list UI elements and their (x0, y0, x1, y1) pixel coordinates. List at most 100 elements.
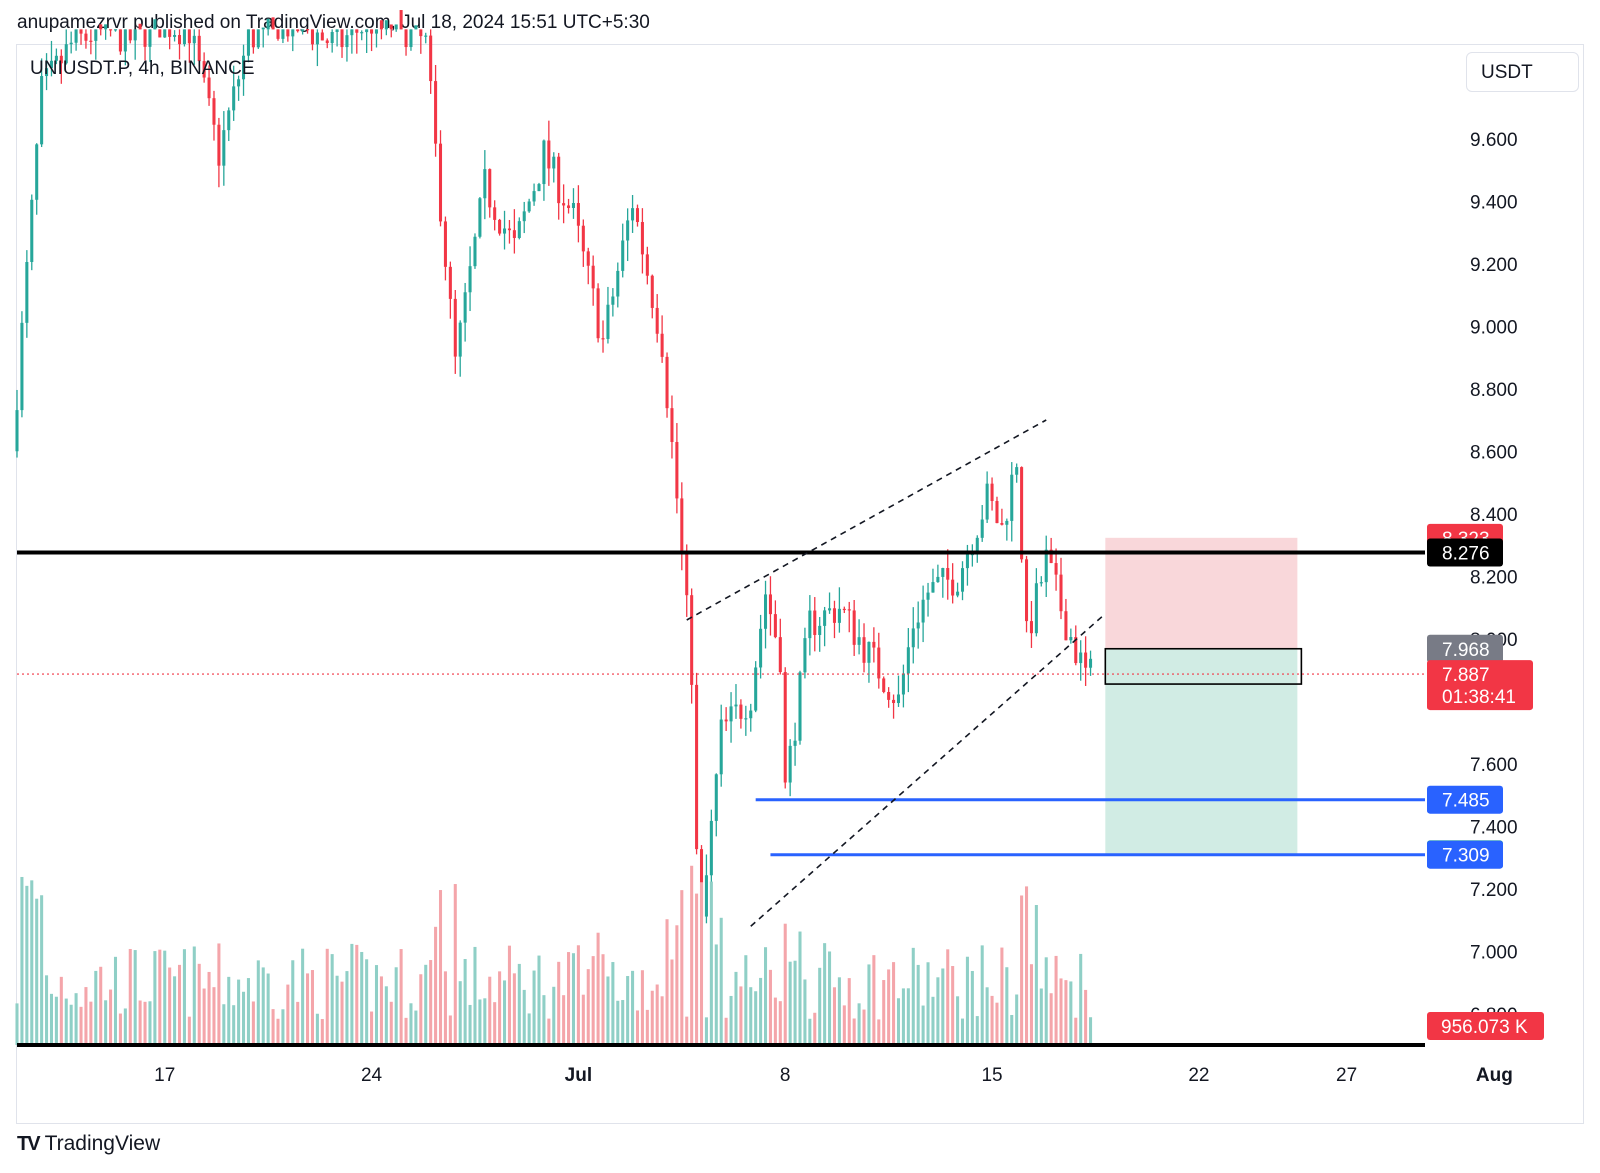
volume-bar (798, 931, 802, 1045)
symbol-legend[interactable]: UNIUSDT.P, 4h, BINANCE (30, 58, 255, 79)
candle-body (754, 667, 758, 711)
candle-body (365, 29, 369, 33)
candle-body (1079, 652, 1083, 664)
candle-body (187, 29, 191, 44)
y-tick-label: 8.800 (1470, 380, 1518, 401)
candle-body (1000, 523, 1004, 525)
candle-body (670, 408, 674, 443)
volume-bar (138, 1000, 142, 1045)
candle-body (182, 29, 186, 45)
volume-bar (867, 964, 871, 1045)
candle-body (660, 333, 664, 357)
volume-bar (232, 1005, 236, 1045)
candle-body (493, 207, 497, 220)
x-tick-label: Aug (1476, 1065, 1513, 1086)
candle-body (109, 29, 113, 31)
candle-body (438, 143, 443, 222)
candle-body (113, 29, 118, 31)
volume-bar (606, 976, 610, 1045)
volume-bar (941, 968, 945, 1045)
volume-bar (394, 967, 398, 1045)
volume-bar (1079, 953, 1083, 1045)
volume-bar (759, 977, 763, 1045)
volume-bar (1069, 981, 1073, 1045)
volume-bar (177, 964, 182, 1045)
candle-body (808, 610, 812, 639)
volume-bar (148, 1001, 152, 1045)
candle-body (1054, 563, 1058, 575)
candle-body (759, 628, 763, 668)
y-tick-label: 9.600 (1470, 130, 1518, 151)
volume-bar (281, 1009, 285, 1045)
candle-body (517, 221, 521, 238)
y-tick-label: 7.000 (1470, 942, 1518, 963)
volume-bar (675, 925, 679, 1045)
candle-body (921, 599, 925, 623)
candle-body (828, 608, 832, 611)
candle-body (276, 29, 280, 39)
volume-bar (182, 949, 186, 1045)
candle-body (84, 33, 88, 41)
candle-body (783, 672, 787, 783)
candle-body (640, 222, 644, 255)
volume-bar (744, 955, 748, 1045)
candle-body (729, 706, 733, 722)
volume-bar (970, 970, 974, 1045)
tradingview-brand[interactable]: TV TradingView (17, 1132, 160, 1156)
candle-body (975, 537, 979, 554)
volume-bar (251, 1001, 255, 1045)
y-tick-label: 7.200 (1470, 880, 1518, 901)
candle-body (419, 29, 423, 37)
x-tick-label: 22 (1188, 1065, 1209, 1086)
volume-bar (59, 976, 63, 1045)
candle-body (443, 221, 447, 267)
candle-body (778, 637, 782, 673)
volume-bar (15, 1003, 19, 1045)
volume-bar (212, 987, 216, 1045)
tradingview-wordmark: TradingView (44, 1132, 161, 1155)
volume-bar (429, 960, 433, 1045)
volume-bar (896, 998, 901, 1045)
volume-bar (532, 970, 536, 1045)
volume-bar (1049, 993, 1053, 1045)
volume-bar (1084, 989, 1088, 1045)
candle-body (823, 610, 827, 626)
candle-body (370, 29, 374, 34)
volume-bar (764, 947, 768, 1045)
candle-body (1059, 574, 1063, 612)
candle-body (296, 29, 300, 32)
candle-body (542, 140, 546, 185)
candle-body (394, 24, 398, 30)
candle-body (246, 29, 250, 56)
channel-line (686, 419, 1047, 621)
candle-body (621, 240, 625, 271)
volume-bar (576, 945, 580, 1045)
volume-bar (20, 876, 24, 1045)
candle-body (818, 625, 822, 635)
price-badge (1427, 785, 1503, 814)
candle-body (1084, 652, 1088, 668)
volume-bar (443, 971, 447, 1045)
candle-body (631, 208, 635, 221)
volume-bar (527, 1013, 531, 1045)
countdown-label: 01:38:41 (1442, 687, 1516, 708)
candle-body (611, 296, 615, 305)
volume-bar (862, 1009, 866, 1045)
volume-bar (1020, 895, 1024, 1045)
volume-bar (1010, 1014, 1014, 1045)
candle-body (350, 29, 354, 36)
currency-button[interactable]: USDT (1466, 52, 1579, 92)
plot-area (15, 10, 1093, 1045)
candle-body (453, 298, 457, 357)
volume-bar (635, 1010, 640, 1045)
candle-body (251, 29, 255, 48)
volume-bar (202, 988, 206, 1045)
volume-bar (832, 987, 836, 1045)
volume-bar (882, 980, 886, 1045)
volume-bar (901, 988, 905, 1045)
candle-body (118, 29, 122, 52)
volume-bar (965, 956, 969, 1045)
volume-bar (857, 1003, 861, 1045)
candle-body (168, 29, 172, 37)
